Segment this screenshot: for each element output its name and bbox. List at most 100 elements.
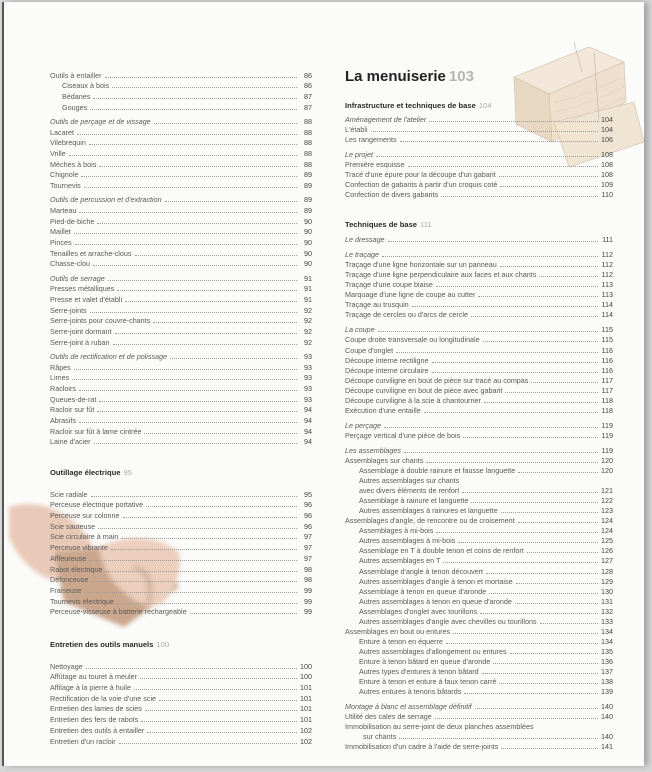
toc-entry-title: Autres assemblages d'angle à tenon et mo… [359, 576, 513, 586]
toc-entry: Tournevis électrique 99 [50, 595, 312, 606]
toc-entry: Le perçage 119 [345, 420, 613, 430]
toc-group: Les assemblages 119 Assemblages sur chants… [345, 445, 613, 696]
dot-leader [98, 527, 297, 529]
toc-entry-title: sur chants [363, 732, 397, 742]
toc-entry: Perceuse sur colonne 96 [50, 509, 312, 520]
toc-entry-page: 116 [601, 355, 613, 365]
dot-leader [93, 98, 297, 100]
toc-entry-title: Assemblage à tenon en queue d'aronde [359, 586, 487, 596]
toc-entry-page: 124 [601, 526, 613, 536]
toc-entry: Bédanes 87 [50, 90, 312, 101]
toc-group: Aménagement de l'atelier 104 L'établi 104 Le… [345, 114, 613, 144]
toc-entry-page: 106 [601, 135, 613, 145]
dot-leader [83, 187, 297, 189]
toc-entry-page: 90 [304, 216, 312, 226]
toc-entry-title: Découpe interne rectiligne [345, 355, 429, 365]
toc-entry-page: 89 [304, 205, 312, 215]
toc-entry: Chignole 89 [50, 169, 312, 179]
dot-leader [377, 331, 598, 333]
toc-entry-page: 97 [304, 543, 312, 553]
dot-leader [480, 612, 598, 614]
dot-leader [76, 133, 297, 135]
dot-leader [112, 87, 297, 89]
toc-entry-page: 86 [304, 70, 312, 80]
toc-entry-page: 122 [601, 496, 613, 506]
section-page-number: 111 [420, 220, 432, 229]
dot-leader [79, 211, 297, 213]
section-heading-electric-tools: Outillage électrique 95 [50, 468, 132, 477]
toc-entry-page: 113 [601, 290, 613, 300]
dot-leader [539, 622, 598, 624]
dot-leader [498, 176, 598, 178]
dot-leader [396, 351, 598, 353]
toc-entry: Entretien des outils à entailler 102 [50, 724, 312, 735]
dot-leader [89, 559, 297, 561]
dot-leader [139, 678, 297, 680]
toc-group: Nettoyage 100 Affûtage au touret à meuler 1… [50, 660, 312, 746]
toc-entry-page: 91 [304, 294, 312, 304]
toc-entry-page: 124 [601, 516, 613, 526]
dot-leader [423, 411, 598, 413]
dot-leader [78, 389, 297, 391]
toc-entry-page: 109 [601, 180, 613, 190]
toc-entry-page: 129 [601, 576, 613, 586]
toc-entry-title: Tournevis électrique [50, 596, 114, 606]
dot-leader [92, 265, 297, 267]
toc-entry: Racloir sur fût 94 [50, 404, 312, 415]
toc-entry: avec divers éléments de renfort 121 [345, 485, 613, 495]
toc-entry-page: 139 [601, 687, 613, 697]
toc-entry-page: 132 [601, 606, 613, 616]
toc-entry-page: 92 [304, 316, 312, 326]
toc-entry: La coupe 115 [345, 324, 613, 334]
toc-entry: Enture à tenon en équerre 134 [345, 636, 613, 646]
toc-entry: Traçage d'une ligne horizontale sur un p… [345, 259, 613, 269]
toc-entry-page: 93 [304, 351, 312, 361]
toc-entry-page: 113 [601, 280, 613, 290]
toc-entry-title: Mèches à bois [50, 159, 97, 169]
toc-entry-title: Presses métalliques [50, 284, 115, 294]
toc-entry-page: 112 [601, 270, 613, 280]
dot-leader [141, 721, 297, 723]
toc-entry-title: Enture à tenon en équerre [359, 636, 443, 646]
toc-entry-title: Racloir sur fût [50, 405, 95, 415]
dot-leader [97, 222, 297, 224]
toc-entry-title: Outils de rectification et de polissage [50, 351, 168, 361]
toc-entry: Assemblages à mi-bois 124 [345, 525, 613, 535]
toc-entry-page: 115 [601, 325, 613, 335]
toc-entry: Assemblage à rainure et languette 122 [345, 495, 613, 505]
toc-entry: Scie sauteuse 96 [50, 520, 312, 531]
toc-entry-page: 119 [601, 445, 613, 455]
toc-infrastructure-list: Aménagement de l'atelier 104 L'établi 104 Le… [345, 114, 613, 199]
toc-entry-title: Autres types d'entures à tenon bâtard [359, 666, 479, 676]
toc-entry-title: Utilité des cales de serrage [345, 712, 432, 722]
section-title: Techniques de base [345, 220, 418, 229]
toc-entry-title: Découpe curviligne à la scie à chantourn… [345, 395, 481, 405]
toc-entry-title: Ciseaux à bois [62, 81, 110, 91]
dot-leader [114, 333, 297, 334]
toc-entry: Ciseaux à bois 86 [50, 80, 312, 91]
toc-entry: Autres assemblages en T 127 [345, 555, 613, 565]
toc-entry-title: Aménagement de l'atelier [345, 115, 427, 125]
toc-entry-page: 91 [304, 273, 312, 283]
section-heading-basic-techniques: Techniques de base 111 [345, 220, 432, 229]
toc-entry: Aménagement de l'atelier 104 [345, 114, 613, 124]
toc-entry-page: 97 [304, 553, 312, 563]
toc-entry-page: 101 [300, 683, 312, 693]
toc-entry: Pied-de-biche 90 [50, 215, 312, 226]
toc-entry-title: Racloir sur fût à lame cintrée [50, 426, 142, 436]
toc-entry-page: 98 [304, 575, 312, 585]
toc-entry-page: 126 [601, 546, 613, 556]
toc-entry-page: 112 [601, 260, 613, 270]
toc-entry-page: 108 [601, 150, 613, 160]
dot-leader [499, 683, 598, 685]
dot-leader [470, 316, 598, 318]
toc-entry: Scie circulaire à main 97 [50, 531, 312, 541]
dot-leader [505, 391, 598, 393]
toc-entry-page: 87 [304, 92, 312, 102]
toc-entry: Marteau 89 [50, 204, 312, 215]
dot-leader [89, 311, 297, 313]
toc-entry-page: 110 [601, 190, 613, 200]
toc-entry-page: 100 [300, 661, 312, 671]
toc-entry-page: 90 [304, 238, 312, 247]
toc-entry-page: 140 [601, 702, 613, 712]
